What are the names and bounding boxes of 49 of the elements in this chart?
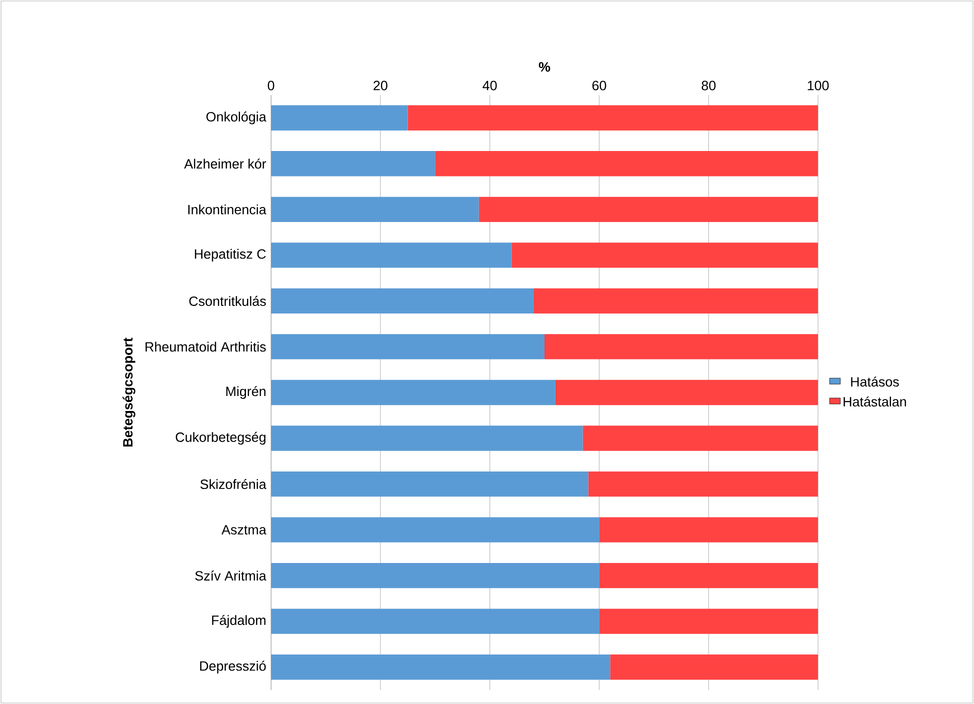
bar	[271, 380, 556, 406]
y-tick-label: Szív Aritmia	[195, 570, 266, 581]
x-tick-label: 40	[482, 80, 497, 90]
x-tick-label: 20	[374, 80, 388, 90]
legend-label: Hatásos	[851, 376, 899, 387]
bar	[271, 562, 600, 588]
bar	[271, 105, 408, 130]
y-tick-label: Alzheimer kór	[184, 158, 266, 169]
bar	[610, 654, 818, 680]
y-tick-label: Depresszió	[200, 660, 266, 674]
bar	[599, 608, 818, 634]
x-tick-label: 60	[592, 80, 606, 90]
y-tick-label: Skizofrénia	[200, 479, 266, 490]
bar	[271, 196, 479, 222]
y-axis-title: Betegségcsoport	[122, 338, 136, 447]
y-tick-label: Migrén	[226, 386, 266, 399]
bar	[588, 471, 818, 497]
bar	[271, 654, 610, 680]
bar	[599, 562, 818, 588]
bar	[271, 471, 588, 497]
y-tick-label: Onkológia	[206, 112, 266, 124]
bar	[271, 151, 436, 176]
bar	[534, 288, 818, 314]
bar	[271, 517, 600, 542]
bar	[435, 151, 818, 176]
y-tick-label: Asztma	[222, 525, 266, 534]
x-tick-label: 80	[702, 80, 716, 90]
x-axis-title: %	[538, 62, 550, 72]
y-tick-label: Fájdalom	[212, 614, 266, 628]
y-tick-label: Inkontinencia	[188, 204, 266, 214]
bar	[582, 426, 818, 451]
y-tick-label: Hepatitisz C	[194, 248, 266, 262]
bar	[544, 334, 818, 360]
bar	[408, 105, 818, 130]
bar	[271, 608, 600, 634]
bar	[478, 196, 818, 222]
bar	[271, 334, 545, 360]
x-tick-label: 0	[268, 80, 274, 90]
bar	[271, 242, 512, 268]
bar	[555, 380, 818, 406]
bar	[271, 426, 583, 451]
y-tick-label: Csontritkulás	[189, 296, 266, 306]
x-tick-label: 100	[808, 80, 829, 90]
bar	[599, 517, 818, 542]
legend-label: Hatástalan	[844, 396, 906, 407]
bar	[271, 288, 534, 314]
y-tick-label: Rheumatoid Arthritis	[146, 342, 266, 352]
bar	[512, 242, 818, 268]
y-tick-label: Cukorbetegség	[176, 432, 266, 445]
